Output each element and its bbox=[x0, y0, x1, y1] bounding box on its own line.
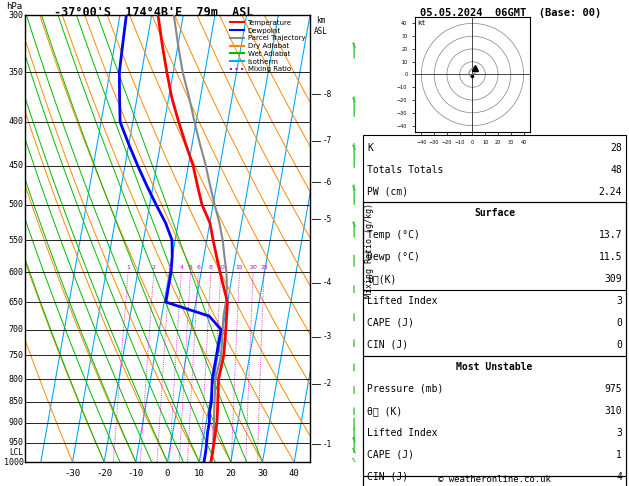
Text: Lifted Index: Lifted Index bbox=[367, 296, 438, 306]
Text: Pressure (mb): Pressure (mb) bbox=[367, 384, 443, 394]
Text: -20: -20 bbox=[96, 469, 112, 478]
Text: 550: 550 bbox=[9, 236, 23, 244]
Text: 13.7: 13.7 bbox=[599, 230, 622, 240]
Text: 0: 0 bbox=[165, 469, 170, 478]
Text: 900: 900 bbox=[9, 418, 23, 427]
Text: -6: -6 bbox=[323, 177, 331, 187]
Text: 500: 500 bbox=[9, 200, 23, 209]
Text: 15: 15 bbox=[236, 265, 243, 270]
Text: Most Unstable: Most Unstable bbox=[456, 362, 533, 372]
Text: 20: 20 bbox=[225, 469, 237, 478]
Text: 11.5: 11.5 bbox=[599, 252, 622, 262]
Text: -2: -2 bbox=[323, 379, 331, 388]
Text: 400: 400 bbox=[9, 117, 23, 126]
Text: 650: 650 bbox=[9, 297, 23, 307]
Text: 48: 48 bbox=[610, 165, 622, 175]
Text: 1: 1 bbox=[126, 265, 130, 270]
Text: 40: 40 bbox=[289, 469, 299, 478]
Text: PW (cm): PW (cm) bbox=[367, 187, 408, 197]
Text: -30: -30 bbox=[64, 469, 81, 478]
Text: -10: -10 bbox=[128, 469, 144, 478]
Text: 10: 10 bbox=[217, 265, 225, 270]
Text: CIN (J): CIN (J) bbox=[367, 472, 408, 482]
Text: -8: -8 bbox=[323, 89, 331, 99]
Text: -4: -4 bbox=[323, 278, 331, 287]
Text: -7: -7 bbox=[323, 137, 331, 145]
Text: 600: 600 bbox=[9, 268, 23, 277]
Text: 4: 4 bbox=[179, 265, 183, 270]
Text: 700: 700 bbox=[9, 325, 23, 334]
Text: 450: 450 bbox=[9, 161, 23, 170]
Text: Mixing Ratio (g/kg): Mixing Ratio (g/kg) bbox=[365, 204, 374, 298]
Text: 3: 3 bbox=[616, 428, 622, 438]
Text: 30: 30 bbox=[257, 469, 268, 478]
Text: 310: 310 bbox=[604, 406, 622, 416]
Text: Temp (°C): Temp (°C) bbox=[367, 230, 420, 240]
Text: 0: 0 bbox=[616, 340, 622, 350]
Text: 300: 300 bbox=[9, 11, 23, 19]
Text: 20: 20 bbox=[249, 265, 257, 270]
Text: Lifted Index: Lifted Index bbox=[367, 428, 438, 438]
Text: 850: 850 bbox=[9, 397, 23, 406]
Text: 800: 800 bbox=[9, 375, 23, 383]
Text: Surface: Surface bbox=[474, 208, 515, 218]
Text: LCL: LCL bbox=[9, 448, 23, 457]
Text: -1: -1 bbox=[323, 439, 331, 449]
Text: θᴇ(K): θᴇ(K) bbox=[367, 274, 396, 284]
Text: 3: 3 bbox=[167, 265, 172, 270]
Text: 975: 975 bbox=[604, 384, 622, 394]
Text: CAPE (J): CAPE (J) bbox=[367, 318, 414, 328]
Text: hPa: hPa bbox=[6, 1, 22, 11]
Text: 25: 25 bbox=[260, 265, 268, 270]
Text: 8: 8 bbox=[209, 265, 213, 270]
Text: Totals Totals: Totals Totals bbox=[367, 165, 443, 175]
Text: 28: 28 bbox=[610, 143, 622, 153]
Text: -37°00'S  174°4B'E  79m  ASL: -37°00'S 174°4B'E 79m ASL bbox=[54, 6, 254, 19]
Text: -5: -5 bbox=[323, 214, 331, 224]
Legend: Temperature, Dewpoint, Parcel Trajectory, Dry Adiabat, Wet Adiabat, Isotherm, Mi: Temperature, Dewpoint, Parcel Trajectory… bbox=[229, 18, 306, 74]
Text: © weatheronline.co.uk: © weatheronline.co.uk bbox=[438, 475, 551, 484]
Text: 6: 6 bbox=[196, 265, 200, 270]
Text: 0: 0 bbox=[616, 318, 622, 328]
Text: 1000: 1000 bbox=[4, 457, 23, 467]
Text: -3: -3 bbox=[323, 332, 331, 342]
Text: 05.05.2024  06GMT  (Base: 00): 05.05.2024 06GMT (Base: 00) bbox=[420, 8, 601, 18]
Text: 4: 4 bbox=[616, 472, 622, 482]
Text: kt: kt bbox=[417, 20, 426, 26]
Text: 1: 1 bbox=[616, 450, 622, 460]
Text: 950: 950 bbox=[9, 438, 23, 448]
Text: 2: 2 bbox=[152, 265, 156, 270]
Text: θᴇ (K): θᴇ (K) bbox=[367, 406, 403, 416]
Text: 3: 3 bbox=[616, 296, 622, 306]
Text: 309: 309 bbox=[604, 274, 622, 284]
Text: 10: 10 bbox=[194, 469, 204, 478]
Text: K: K bbox=[367, 143, 373, 153]
Text: CIN (J): CIN (J) bbox=[367, 340, 408, 350]
Text: 5: 5 bbox=[189, 265, 192, 270]
Text: km
ASL: km ASL bbox=[314, 17, 328, 36]
Text: 350: 350 bbox=[9, 68, 23, 77]
Text: 2.24: 2.24 bbox=[599, 187, 622, 197]
Text: Dewp (°C): Dewp (°C) bbox=[367, 252, 420, 262]
Text: CAPE (J): CAPE (J) bbox=[367, 450, 414, 460]
Text: 750: 750 bbox=[9, 351, 23, 360]
